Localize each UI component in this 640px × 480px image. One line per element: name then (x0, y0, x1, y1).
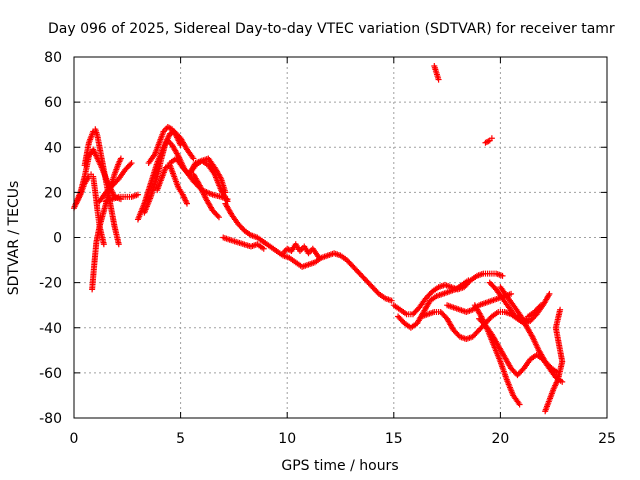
data-point (214, 212, 221, 219)
grid-lines (74, 57, 607, 418)
x-axis-label: GPS time / hours (281, 458, 398, 474)
data-point (117, 155, 124, 162)
x-tick-label: 25 (598, 431, 616, 447)
x-tick-label: 20 (491, 431, 509, 447)
y-tick-label: -20 (39, 276, 62, 292)
data-point (536, 303, 543, 310)
data-point (177, 141, 184, 148)
series-arc-18 (395, 277, 472, 331)
series-arc-5 (96, 160, 135, 205)
x-tick-label: 0 (70, 431, 79, 447)
series-arc-16 (220, 234, 267, 252)
series-arc-28 (482, 135, 495, 146)
series-arc-4 (89, 155, 124, 293)
data-point (183, 200, 190, 207)
x-tick-labels: 0 5 10 15 20 25 (70, 431, 616, 447)
data-point (127, 161, 134, 168)
data-markers (71, 63, 566, 415)
y-tick-label: -60 (39, 366, 62, 382)
chart-title: Day 096 of 2025, Sidereal Day-to-day VTE… (48, 21, 615, 37)
series-arc-12 (186, 157, 231, 205)
data-point (100, 241, 107, 248)
series-arc-17 (390, 270, 506, 318)
data-point (546, 290, 553, 297)
data-point (134, 191, 141, 198)
series-arc-26 (525, 302, 544, 320)
series-arc-22 (471, 302, 523, 408)
data-point (508, 290, 515, 297)
data-point (488, 135, 495, 142)
y-tick-label: 20 (44, 185, 62, 201)
y-tick-label: 60 (44, 95, 62, 111)
data-point (537, 302, 544, 309)
series-arc-10 (154, 162, 190, 207)
y-axis-label: SDTVAR / TECUs (6, 181, 22, 296)
x-tick-label: 10 (278, 431, 296, 447)
data-point (435, 76, 442, 83)
series-arc-13 (190, 171, 222, 221)
y-tick-label: -40 (39, 321, 62, 337)
x-tick-label: 15 (385, 431, 403, 447)
data-point (557, 306, 564, 313)
data-point (316, 254, 323, 261)
x-tick-label: 5 (176, 431, 185, 447)
data-point (190, 155, 197, 162)
series-arc-9 (145, 123, 184, 167)
series-arc-15 (279, 241, 323, 261)
data-point (388, 297, 395, 304)
series-arc-27 (431, 63, 442, 83)
data-point (516, 401, 523, 408)
series-arc-24 (497, 284, 561, 376)
axis-ticks (73, 56, 608, 419)
data-point (115, 241, 122, 248)
series-arc-3 (73, 171, 107, 248)
series-arc-25 (542, 306, 566, 415)
series-arc-21 (476, 315, 566, 385)
y-tick-label: 80 (44, 50, 62, 66)
y-tick-labels: -80 -60 -40 -20 0 20 40 60 80 (39, 50, 62, 427)
data-point (215, 214, 222, 221)
data-point (260, 245, 267, 252)
series-arc-8 (141, 128, 197, 216)
series-arc-6 (102, 191, 141, 205)
y-tick-label: 40 (44, 140, 62, 156)
series-arc-14 (222, 200, 395, 304)
y-tick-label: -80 (39, 411, 62, 427)
y-tick-label: 0 (53, 231, 62, 247)
data-point (559, 378, 566, 385)
data-point (499, 272, 506, 279)
data-point (465, 277, 472, 284)
data-point (128, 160, 135, 167)
